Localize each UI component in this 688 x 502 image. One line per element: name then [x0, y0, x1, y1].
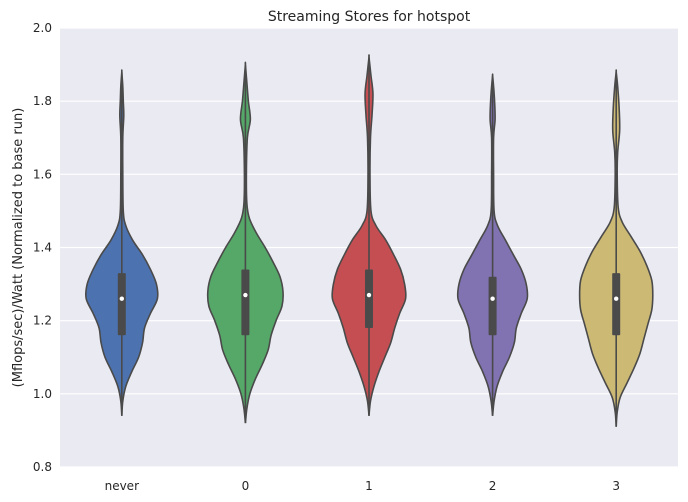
iqr-box: [488, 276, 497, 336]
y-tick-label: 0.8: [33, 460, 52, 474]
iqr-box: [612, 273, 621, 336]
chart-title: Streaming Stores for hotspot: [268, 9, 471, 25]
y-tick-label: 1.4: [33, 241, 52, 255]
y-axis-ticks: 0.8 1.0 1.2 1.4 1.6 1.8 2.0: [33, 21, 52, 474]
median-point: [366, 292, 372, 298]
violin-never: [84, 69, 159, 416]
x-tick-label: 1: [365, 479, 373, 493]
x-tick-label: never: [105, 479, 139, 493]
iqr-box: [241, 269, 250, 336]
median-point: [243, 292, 248, 298]
violin-1: [331, 54, 407, 416]
y-tick-label: 1.6: [33, 167, 52, 181]
y-tick-label: 1.8: [33, 94, 52, 108]
violin-0: [206, 61, 284, 424]
y-tick-label: 1.0: [33, 387, 52, 401]
x-tick-label: 2: [489, 479, 497, 493]
median-point: [614, 296, 619, 301]
y-tick-label: 2.0: [33, 21, 52, 35]
x-tick-label: 0: [242, 479, 250, 493]
y-tick-label: 1.2: [33, 314, 52, 328]
iqr-box: [365, 269, 373, 328]
x-axis-ticks: never 0 1 2 3: [105, 479, 620, 493]
x-tick-label: 3: [612, 479, 620, 493]
median-point: [490, 296, 495, 301]
violin-3: [578, 69, 654, 427]
iqr-box: [117, 273, 126, 336]
median-point: [119, 296, 125, 301]
violin-2: [456, 73, 529, 416]
violins: [84, 54, 654, 427]
y-axis-label: (Mflops/sec)/Watt (Normalized to base ru…: [11, 108, 26, 388]
